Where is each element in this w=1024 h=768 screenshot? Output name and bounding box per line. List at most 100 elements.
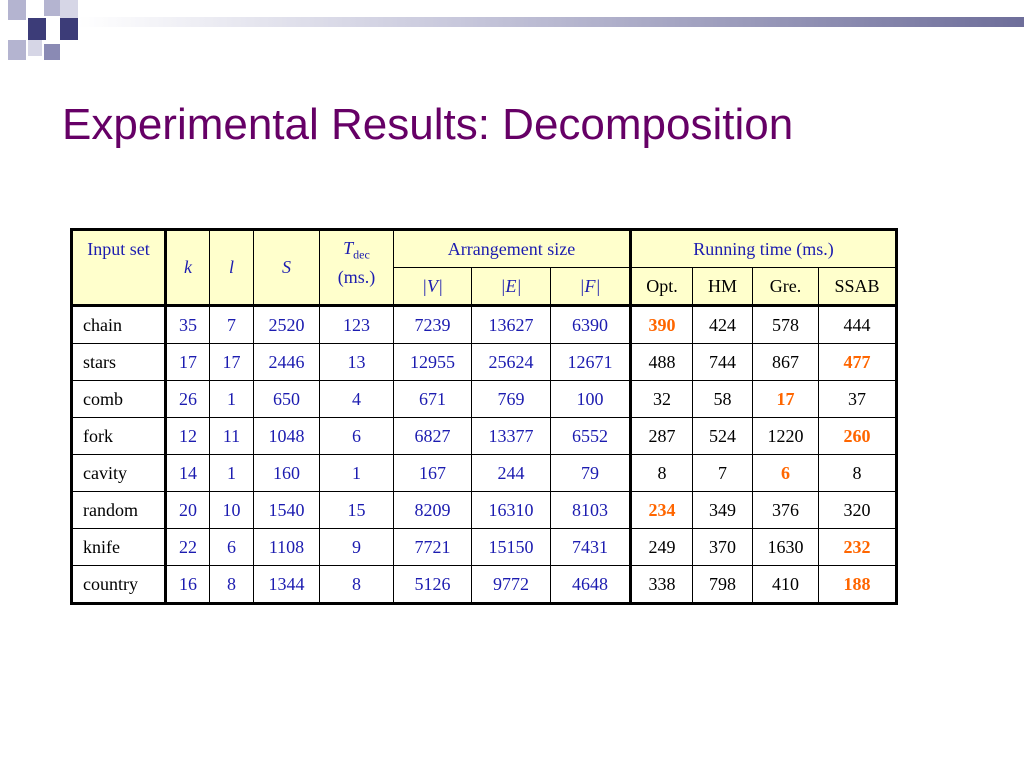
cell-hm: 798 <box>692 565 753 605</box>
cell-v: 7721 <box>393 528 472 566</box>
cell-gre: 410 <box>752 565 819 605</box>
cell-k: 26 <box>164 380 210 418</box>
cell-l: 1 <box>209 380 254 418</box>
table-row: stars 17 17 2446 13 12955 25624 12671 488 744 867 4… <box>70 343 898 381</box>
cell-k: 22 <box>164 528 210 566</box>
cell-gre: 578 <box>752 304 819 344</box>
cell-gre: 17 <box>752 380 819 418</box>
cell-gre: 1630 <box>752 528 819 566</box>
table-row: fork 12 11 1048 6 6827 13377 6552 287 524 1220 260 <box>70 417 898 455</box>
cell-l: 11 <box>209 417 254 455</box>
cell-s: 1048 <box>253 417 320 455</box>
cell-s: 2446 <box>253 343 320 381</box>
corner-square-decoration <box>28 18 46 40</box>
row-name-cell: country <box>70 565 167 605</box>
cell-ssab: 320 <box>818 491 898 529</box>
header-v: |V| <box>393 267 472 306</box>
cell-e: 769 <box>471 380 551 418</box>
cell-l: 6 <box>209 528 254 566</box>
cell-opt: 338 <box>629 565 693 605</box>
cell-hm: 524 <box>692 417 753 455</box>
corner-square-decoration <box>8 0 26 20</box>
cell-f: 6390 <box>550 304 631 344</box>
cell-f: 6552 <box>550 417 631 455</box>
cell-ssab: 37 <box>818 380 898 418</box>
cell-f: 7431 <box>550 528 631 566</box>
table-row: chain 35 7 2520 123 7239 13627 6390 390 424 578 444 <box>70 304 898 344</box>
cell-opt: 249 <box>629 528 693 566</box>
cell-v: 671 <box>393 380 472 418</box>
cell-v: 5126 <box>393 565 472 605</box>
header-e: |E| <box>471 267 551 306</box>
header-rule <box>78 17 1024 27</box>
table-row: comb 26 1 650 4 671 769 100 32 58 17 37 <box>70 380 898 418</box>
cell-k: 12 <box>164 417 210 455</box>
corner-square-decoration <box>60 18 78 40</box>
cell-v: 8209 <box>393 491 472 529</box>
cell-s: 2520 <box>253 304 320 344</box>
cell-s: 1540 <box>253 491 320 529</box>
cell-opt: 390 <box>629 304 693 344</box>
cell-k: 20 <box>164 491 210 529</box>
cell-t: 6 <box>319 417 394 455</box>
corner-square-decoration <box>44 44 60 60</box>
header-t-dec: Tdec (ms.) <box>319 228 394 306</box>
cell-opt: 8 <box>629 454 693 492</box>
corner-square-decoration <box>28 40 42 56</box>
cell-s: 1108 <box>253 528 320 566</box>
header-k: k <box>164 228 210 306</box>
table-row: random 20 10 1540 15 8209 16310 8103 234 349 376 32… <box>70 491 898 529</box>
header-opt: Opt. <box>629 267 693 306</box>
cell-e: 13627 <box>471 304 551 344</box>
cell-e: 13377 <box>471 417 551 455</box>
cell-v: 6827 <box>393 417 472 455</box>
header-running-time: Running time (ms.) <box>629 228 898 268</box>
header-t-unit: (ms.) <box>337 266 376 287</box>
cell-hm: 370 <box>692 528 753 566</box>
cell-e: 9772 <box>471 565 551 605</box>
row-name-cell: fork <box>70 417 167 455</box>
cell-hm: 424 <box>692 304 753 344</box>
cell-t: 13 <box>319 343 394 381</box>
cell-ssab: 260 <box>818 417 898 455</box>
cell-l: 7 <box>209 304 254 344</box>
cell-k: 16 <box>164 565 210 605</box>
cell-t: 8 <box>319 565 394 605</box>
cell-hm: 58 <box>692 380 753 418</box>
cell-e: 244 <box>471 454 551 492</box>
row-name-cell: cavity <box>70 454 167 492</box>
cell-v: 12955 <box>393 343 472 381</box>
row-name-cell: comb <box>70 380 167 418</box>
cell-hm: 349 <box>692 491 753 529</box>
cell-opt: 287 <box>629 417 693 455</box>
table-row: cavity 14 1 160 1 167 244 79 8 7 6 8 <box>70 454 898 492</box>
cell-opt: 32 <box>629 380 693 418</box>
cell-opt: 488 <box>629 343 693 381</box>
cell-s: 1344 <box>253 565 320 605</box>
cell-k: 17 <box>164 343 210 381</box>
cell-e: 15150 <box>471 528 551 566</box>
header-s: S <box>253 228 320 306</box>
cell-t: 1 <box>319 454 394 492</box>
cell-hm: 7 <box>692 454 753 492</box>
cell-gre: 1220 <box>752 417 819 455</box>
cell-l: 8 <box>209 565 254 605</box>
header-gre: Gre. <box>752 267 819 306</box>
corner-square-decoration <box>8 40 26 60</box>
row-name-cell: stars <box>70 343 167 381</box>
cell-t: 9 <box>319 528 394 566</box>
cell-s: 160 <box>253 454 320 492</box>
cell-l: 1 <box>209 454 254 492</box>
cell-f: 79 <box>550 454 631 492</box>
cell-ssab: 188 <box>818 565 898 605</box>
header-hm: HM <box>692 267 753 306</box>
row-name-cell: random <box>70 491 167 529</box>
header-t-subscript: dec <box>353 247 370 262</box>
cell-k: 35 <box>164 304 210 344</box>
corner-square-decoration <box>44 0 60 16</box>
corner-square-decoration <box>60 0 78 18</box>
cell-t: 4 <box>319 380 394 418</box>
cell-f: 4648 <box>550 565 631 605</box>
row-name-cell: knife <box>70 528 167 566</box>
header-arrangement-size: Arrangement size <box>393 228 631 268</box>
